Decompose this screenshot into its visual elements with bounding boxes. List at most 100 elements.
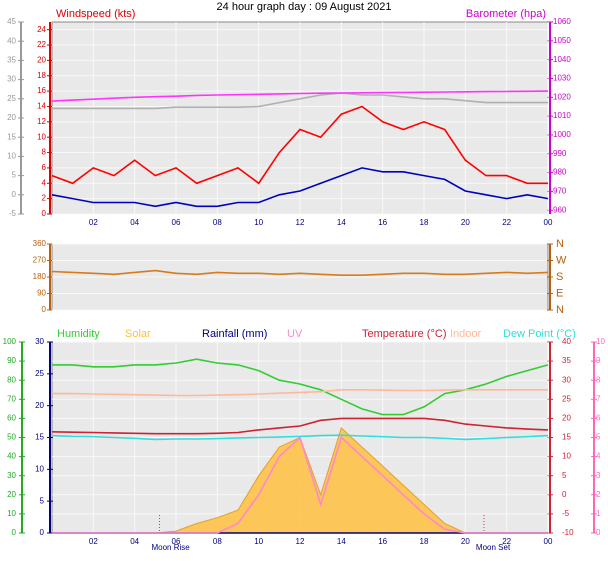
x-tick-label: 02: [89, 537, 98, 546]
legend-entry: Temperature (°C): [362, 328, 446, 340]
tick-label: 30: [35, 337, 44, 346]
line: [52, 436, 548, 534]
x-tick-label: 12: [296, 218, 305, 227]
tick-label: 0: [596, 528, 601, 537]
tick-label: 24: [37, 25, 46, 34]
tick-label: 0: [12, 528, 17, 537]
x-tick-label: 18: [420, 537, 429, 546]
legend-entry: Solar: [125, 328, 151, 340]
tick-label: 960: [553, 205, 567, 214]
tick-label: 70: [7, 394, 16, 403]
tick-label: 1060: [553, 17, 571, 26]
x-tick-label: 14: [337, 537, 346, 546]
tick-label: 35: [7, 56, 16, 65]
tick-label: 0: [12, 190, 17, 199]
tick-label: N: [556, 304, 564, 316]
x-tick-label: 20: [461, 218, 470, 227]
tick-label: 360: [33, 239, 47, 248]
line: [51, 105, 548, 185]
tick-label: 180: [33, 272, 47, 281]
x-tick-label: 10: [254, 537, 263, 546]
tick-label: 10: [562, 452, 571, 461]
tick-label: W: [556, 254, 567, 266]
tick-label: 90: [7, 356, 16, 365]
tick-label: -5: [9, 209, 17, 218]
tick-label: 2: [42, 194, 47, 203]
tick-label: 270: [33, 256, 47, 265]
tick-label: 5: [12, 171, 17, 180]
x-tick-label: 16: [378, 218, 387, 227]
line: [51, 167, 549, 208]
x-tick-label: 14: [337, 218, 346, 227]
tick-label: 90: [37, 289, 46, 298]
line: [51, 434, 549, 441]
line: [52, 92, 548, 110]
x-tick-label: 08: [213, 218, 222, 227]
tick-label: 50: [7, 433, 16, 442]
x-tick-label: 16: [378, 537, 387, 546]
line: [51, 90, 549, 102]
x-tick-label: 06: [172, 218, 181, 227]
x-tick-label: 04: [130, 537, 139, 546]
x-tick-label: 22: [502, 537, 511, 546]
tick-label: -5: [562, 509, 570, 518]
line: [52, 389, 548, 397]
tick-label: 20: [35, 401, 44, 410]
legend-entry: UV: [287, 328, 303, 340]
tick-label: 15: [562, 433, 571, 442]
tick-label: 60: [7, 414, 16, 423]
tick-label: -10: [562, 528, 574, 537]
tick-label: 0: [42, 305, 47, 314]
tick-label: S: [556, 271, 563, 283]
annotation: Moon Set: [476, 543, 511, 552]
x-tick-label: 12: [296, 537, 305, 546]
tick-label: 4: [42, 178, 47, 187]
tick-label: 4: [596, 452, 601, 461]
tick-label: 40: [7, 452, 16, 461]
tick-label: 970: [553, 187, 567, 196]
x-tick-label: 04: [130, 218, 139, 227]
tick-label: 6: [42, 163, 47, 172]
legend-entry: Indoor: [450, 328, 482, 340]
tick-label: 10: [37, 132, 46, 141]
x-tick-label: 00: [544, 537, 553, 546]
tick-label: 10: [7, 509, 16, 518]
tick-label: 20: [562, 414, 571, 423]
page-title: 24 hour graph day : 09 August 2021: [217, 1, 392, 13]
tick-label: 35: [562, 356, 571, 365]
tick-label: N: [556, 238, 564, 250]
tick-label: 7: [596, 394, 601, 403]
tick-label: 16: [37, 86, 46, 95]
tick-label: 45: [7, 17, 16, 26]
legend-entry: Rainfall (mm): [202, 328, 267, 340]
line: [51, 269, 549, 276]
tick-label: 0: [42, 209, 47, 218]
tick-label: 5: [596, 433, 601, 442]
x-tick-label: 08: [213, 537, 222, 546]
tick-label: 15: [7, 132, 16, 141]
x-tick-label: 10: [254, 218, 263, 227]
tick-label: 18: [37, 71, 46, 80]
tick-label: 9: [596, 356, 601, 365]
tick-label: 1000: [553, 130, 571, 139]
x-tick-label: 22: [502, 218, 511, 227]
x-tick-label: 06: [172, 537, 181, 546]
tick-label: 30: [7, 75, 16, 84]
tick-label: 980: [553, 168, 567, 177]
tick-label: 100: [3, 337, 17, 346]
x-tick-label: 18: [420, 218, 429, 227]
x-tick-label: 20: [461, 537, 470, 546]
x-tick-label: 00: [544, 218, 553, 227]
tick-label: 10: [7, 152, 16, 161]
tick-label: 25: [7, 94, 16, 103]
tick-label: 30: [562, 375, 571, 384]
tick-label: 1010: [553, 111, 571, 120]
tick-label: 6: [596, 414, 601, 423]
tick-label: 0: [40, 528, 45, 537]
tick-label: 2: [596, 490, 601, 499]
tick-label: 990: [553, 149, 567, 158]
legend-entry: Dew Point (°C): [503, 328, 576, 340]
annotation: Moon Rise: [151, 543, 190, 552]
tick-label: 30: [7, 471, 16, 480]
